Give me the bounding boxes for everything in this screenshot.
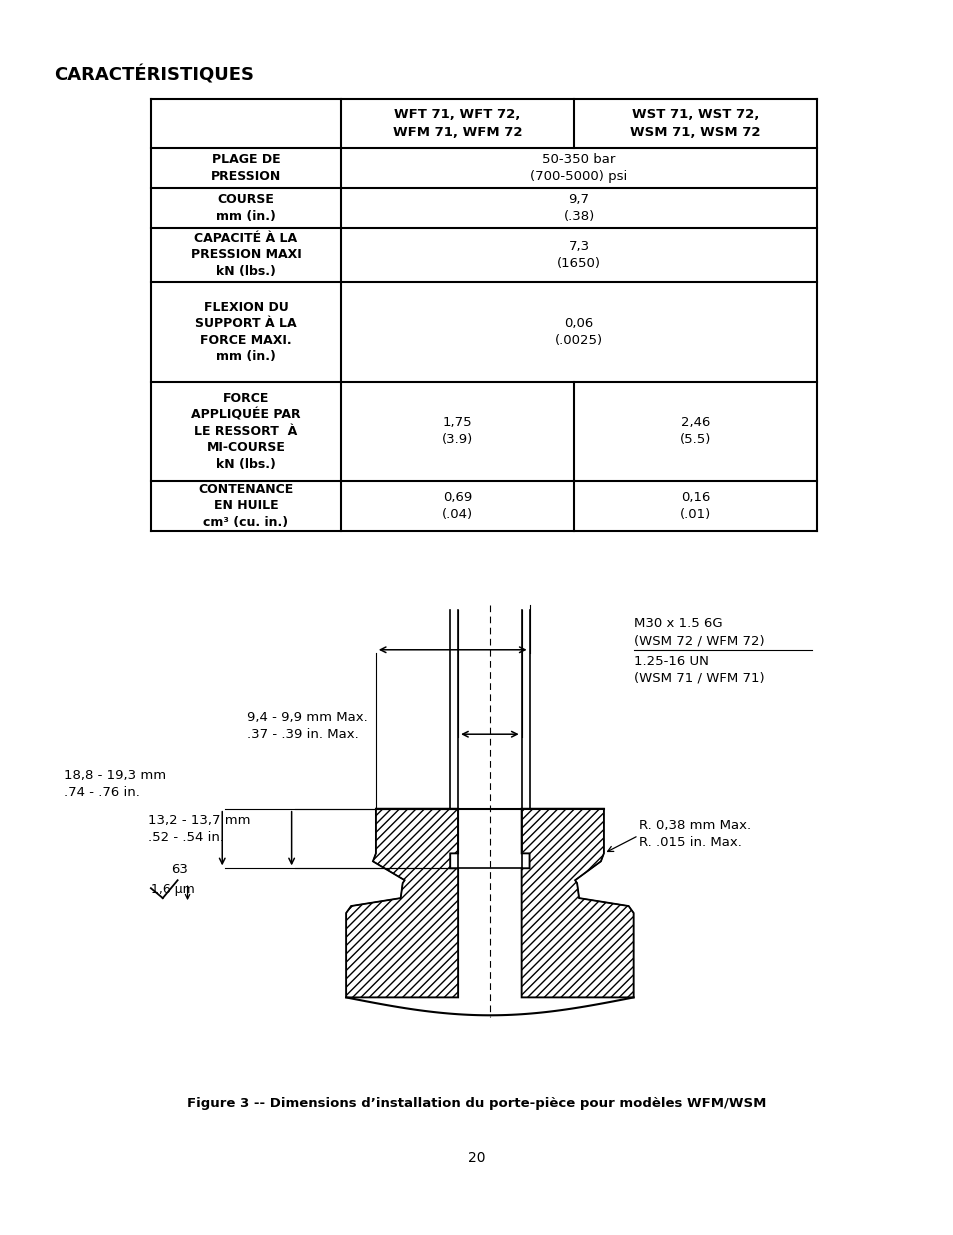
- Text: CAPACITÉ À LA
PRESSION MAXI
kN (lbs.): CAPACITÉ À LA PRESSION MAXI kN (lbs.): [191, 232, 301, 278]
- Text: 13,2 - 13,7 mm
.52 - .54 in.: 13,2 - 13,7 mm .52 - .54 in.: [148, 814, 250, 844]
- Polygon shape: [346, 809, 457, 998]
- Text: R. 0,38 mm Max.
R. .015 in. Max.: R. 0,38 mm Max. R. .015 in. Max.: [638, 819, 750, 848]
- Text: 1.25-16 UN
(WSM 71 / WFM 71): 1.25-16 UN (WSM 71 / WFM 71): [633, 655, 763, 684]
- Text: M30 x 1.5 6G
(WSM 72 / WFM 72): M30 x 1.5 6G (WSM 72 / WFM 72): [633, 618, 763, 647]
- Text: 63: 63: [171, 863, 188, 877]
- Text: 0,06
(.0025): 0,06 (.0025): [555, 317, 602, 347]
- Text: PLAGE DE
PRESSION: PLAGE DE PRESSION: [211, 153, 281, 183]
- Text: COURSE
mm (in.): COURSE mm (in.): [216, 193, 275, 222]
- Text: 0,16
(.01): 0,16 (.01): [679, 490, 710, 521]
- Text: CONTENANCE
EN HUILE
cm³ (cu. in.): CONTENANCE EN HUILE cm³ (cu. in.): [198, 483, 294, 529]
- Text: 9,4 - 9,9 mm Max.
.37 - .39 in. Max.: 9,4 - 9,9 mm Max. .37 - .39 in. Max.: [247, 711, 368, 741]
- Text: 20: 20: [468, 1151, 485, 1166]
- Text: WFT 71, WFT 72,
WFM 71, WFM 72: WFT 71, WFT 72, WFM 71, WFM 72: [393, 107, 522, 138]
- Text: 9,7
(.38): 9,7 (.38): [563, 193, 594, 222]
- Text: 1,6 μm: 1,6 μm: [151, 883, 194, 897]
- Text: 50-350 bar
(700-5000) psi: 50-350 bar (700-5000) psi: [530, 153, 627, 183]
- Text: 2,46
(5.5): 2,46 (5.5): [679, 416, 711, 446]
- Text: Figure 3 -- Dimensions d’installation du porte-pièce pour modèles WFM/WSM: Figure 3 -- Dimensions d’installation du…: [187, 1097, 766, 1110]
- Text: 18,8 - 19,3 mm
.74 - .76 in.: 18,8 - 19,3 mm .74 - .76 in.: [64, 769, 166, 799]
- Text: 7,3
(1650): 7,3 (1650): [557, 240, 600, 270]
- Text: WST 71, WST 72,
WSM 71, WSM 72: WST 71, WST 72, WSM 71, WSM 72: [630, 107, 760, 138]
- Text: FLEXION DU
SUPPORT À LA
FORCE MAXI.
mm (in.): FLEXION DU SUPPORT À LA FORCE MAXI. mm (…: [195, 300, 296, 363]
- Text: 0,69
(.04): 0,69 (.04): [441, 490, 473, 521]
- Text: 1,75
(3.9): 1,75 (3.9): [441, 416, 473, 446]
- Polygon shape: [521, 809, 633, 998]
- Text: FORCE
APPLIQUÉE PAR
LE RESSORT  À
MI-COURSE
kN (lbs.): FORCE APPLIQUÉE PAR LE RESSORT À MI-COUR…: [191, 391, 300, 471]
- Text: CARACTÉRISTIQUES: CARACTÉRISTIQUES: [53, 65, 253, 85]
